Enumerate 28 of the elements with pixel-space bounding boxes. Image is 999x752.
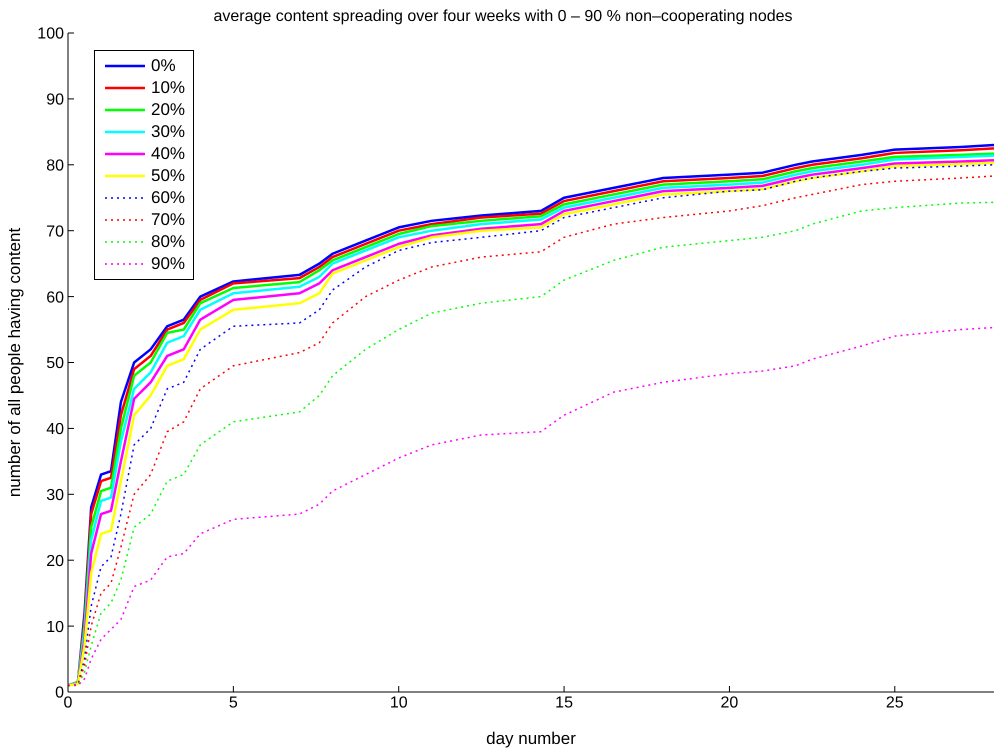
legend-label: 20%	[151, 100, 186, 120]
x-tick-label: 5	[228, 694, 238, 712]
legend-label: 70%	[151, 210, 186, 230]
y-tick-label: 90	[46, 92, 64, 109]
legend-label: 10%	[151, 78, 186, 98]
legend-label: 30%	[151, 122, 186, 142]
x-tick-label: 25	[886, 694, 904, 712]
y-tick-label: 100	[37, 26, 64, 43]
y-tick-label: 50	[46, 355, 64, 372]
legend-label: 60%	[151, 188, 186, 208]
legend-label: 50%	[151, 166, 186, 186]
y-tick-label: 40	[46, 421, 64, 438]
legend-label: 80%	[151, 232, 186, 252]
y-tick-label: 10	[46, 618, 64, 636]
chart-title: average content spreading over four weeks with 0 – 90 % non–cooperating nodes	[212, 8, 794, 26]
legend-label: 0%	[151, 56, 176, 76]
y-tick-label: 60	[46, 289, 64, 306]
x-tick-label: 15	[555, 694, 574, 712]
x-tick-label: 10	[390, 694, 408, 712]
legend-label: 90%	[151, 254, 186, 274]
y-tick-label: 80	[46, 157, 64, 174]
y-tick-label: 70	[46, 223, 64, 240]
legend-label: 40%	[151, 144, 186, 164]
y-tick-label: 20	[46, 552, 64, 570]
x-tick-label: 20	[720, 694, 738, 712]
y-tick-label: 30	[46, 486, 64, 504]
y-axis-title: number of all people having content	[5, 228, 24, 498]
x-axis-title: day number	[486, 729, 576, 748]
